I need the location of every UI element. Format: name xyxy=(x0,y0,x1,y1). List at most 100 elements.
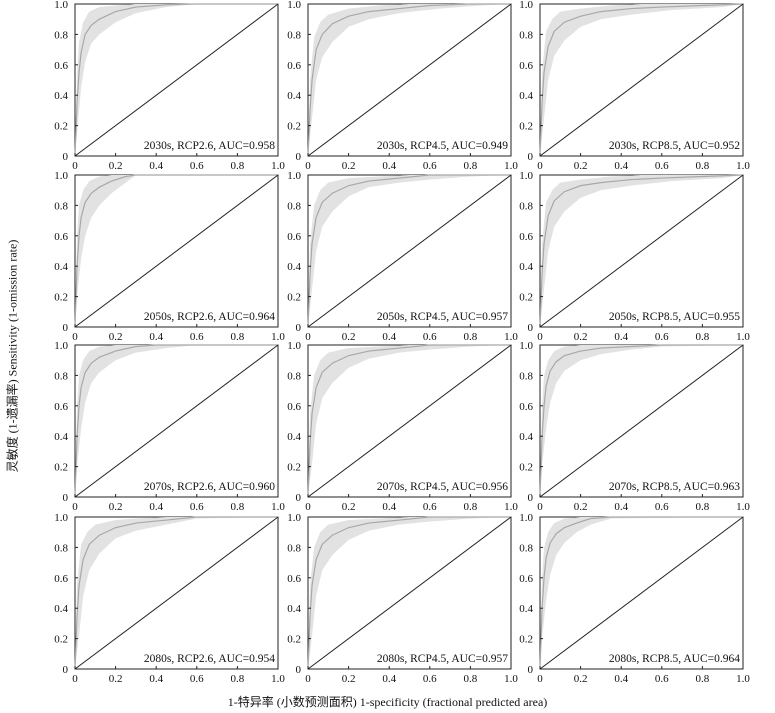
y-tick-label: 0.8 xyxy=(54,542,68,554)
y-tick-label: 0.4 xyxy=(519,431,533,443)
x-tick-label: 0.6 xyxy=(655,160,669,172)
roc-panel: 0 0.2 0.4 0.6 0.8 1.0 0 0.2 0.4 0.6 0.8 1.0 2080s, R… xyxy=(287,512,518,685)
x-tick-label: 0 xyxy=(305,673,311,685)
y-tick-label: 0.8 xyxy=(287,200,301,212)
y-tick-label: 0 xyxy=(63,492,69,504)
x-tick-label: 0.2 xyxy=(342,501,356,513)
confidence-band xyxy=(540,175,743,327)
y-tick-label: 0.8 xyxy=(54,200,68,212)
y-tick-label: 0.2 xyxy=(287,292,301,304)
y-tick-label: 0.4 xyxy=(54,90,68,102)
x-tick-label: 0 xyxy=(537,160,543,172)
x-tick-label: 0.8 xyxy=(464,160,478,172)
roc-panel: 0 0.2 0.4 0.6 0.8 1.0 0 0.2 0.4 0.6 0.8 1.0 2080s, R… xyxy=(54,512,285,685)
y-tick-label: 0 xyxy=(296,322,302,334)
x-tick-label: 0.4 xyxy=(614,331,628,343)
x-tick-label: 0.6 xyxy=(190,331,204,343)
x-tick-label: 0.6 xyxy=(655,673,669,685)
mean-roc-line xyxy=(307,344,511,498)
y-tick-label: 0.8 xyxy=(287,542,301,554)
y-tick-label: 0 xyxy=(296,492,302,504)
x-tick-label: 0.4 xyxy=(382,673,396,685)
panel-annotation: 2080s, RCP2.6, AUC=0.954 xyxy=(144,653,275,665)
y-tick-label: 0 xyxy=(296,664,302,676)
x-tick-label: 1.0 xyxy=(504,160,518,172)
y-tick-label: 0.6 xyxy=(519,401,533,413)
y-tick-label: 1.0 xyxy=(287,512,301,524)
roc-panel: 0 0.2 0.4 0.6 0.8 1.0 0 0.2 0.4 0.6 0.8 1.0 2050s, R… xyxy=(519,170,750,343)
y-tick-label: 0.2 xyxy=(519,121,533,133)
roc-panel: 0 0.2 0.4 0.6 0.8 1.0 0 0.2 0.4 0.6 0.8 1.0 2050s, R… xyxy=(287,170,518,343)
y-tick-label: 1.0 xyxy=(54,170,68,182)
x-tick-label: 0.2 xyxy=(342,331,356,343)
roc-panel: 0 0.2 0.4 0.6 0.8 1.0 0 0.2 0.4 0.6 0.8 1.0 2070s, R… xyxy=(287,340,518,513)
x-tick-label: 0.4 xyxy=(149,501,163,513)
mean-roc-line xyxy=(539,344,743,498)
x-tick-label: 0.8 xyxy=(231,673,245,685)
x-tick-label: 0.8 xyxy=(231,160,245,172)
x-tick-label: 0.6 xyxy=(423,331,437,343)
roc-panel: 0 0.2 0.4 0.6 0.8 1.0 0 0.2 0.4 0.6 0.8 1.0 2070s, R… xyxy=(54,340,285,513)
y-tick-label: 0.2 xyxy=(519,634,533,646)
confidence-band xyxy=(540,517,743,669)
x-tick-label: 0.6 xyxy=(190,160,204,172)
y-tick-label: 0.8 xyxy=(54,29,68,41)
x-tick-label: 0 xyxy=(72,673,78,685)
x-tick-label: 0.6 xyxy=(423,160,437,172)
random-diagonal-line xyxy=(539,344,744,498)
y-tick-label: 0.2 xyxy=(54,634,68,646)
y-tick-label: 0.2 xyxy=(54,292,68,304)
x-tick-label: 1.0 xyxy=(736,331,750,343)
x-tick-label: 0 xyxy=(305,501,311,513)
mean-roc-line xyxy=(74,344,278,498)
y-tick-label: 0.2 xyxy=(54,121,68,133)
y-tick-label: 0.2 xyxy=(54,462,68,474)
y-tick-label: 1.0 xyxy=(519,170,533,182)
x-tick-label: 0.2 xyxy=(574,331,588,343)
confidence-band xyxy=(308,345,511,497)
y-tick-label: 0.4 xyxy=(287,90,301,102)
y-tick-label: 0.2 xyxy=(287,634,301,646)
x-tick-label: 0.2 xyxy=(342,160,356,172)
y-tick-label: 1.0 xyxy=(287,340,301,352)
y-tick-label: 0.2 xyxy=(519,462,533,474)
y-tick-label: 0.4 xyxy=(519,603,533,615)
panel-annotation: 2080s, RCP4.5, AUC=0.957 xyxy=(377,653,508,665)
x-tick-label: 1.0 xyxy=(736,160,750,172)
y-tick-label: 0.6 xyxy=(287,401,301,413)
x-tick-label: 0 xyxy=(537,501,543,513)
y-tick-label: 0.4 xyxy=(287,261,301,273)
panel-annotation: 2070s, RCP8.5, AUC=0.963 xyxy=(609,481,740,493)
roc-panel: 0 0.2 0.4 0.6 0.8 1.0 0 0.2 0.4 0.6 0.8 1.0 2030s, R… xyxy=(519,0,750,172)
x-tick-label: 1.0 xyxy=(271,331,285,343)
y-tick-label: 0.2 xyxy=(287,462,301,474)
x-tick-label: 1.0 xyxy=(271,673,285,685)
x-tick-label: 0.6 xyxy=(655,331,669,343)
y-tick-label: 1.0 xyxy=(287,170,301,182)
panel-annotation: 2050s, RCP2.6, AUC=0.964 xyxy=(144,311,275,323)
x-tick-label: 0.2 xyxy=(109,331,123,343)
roc-panel: 0 0.2 0.4 0.6 0.8 1.0 0 0.2 0.4 0.6 0.8 1.0 2070s, R… xyxy=(519,340,750,513)
random-diagonal-line xyxy=(307,516,512,670)
x-tick-label: 0.6 xyxy=(423,501,437,513)
confidence-band xyxy=(540,4,743,156)
x-tick-label: 0.2 xyxy=(574,501,588,513)
random-diagonal-line xyxy=(74,3,279,157)
y-tick-label: 0.4 xyxy=(54,261,68,273)
y-tick-label: 0.4 xyxy=(519,261,533,273)
panel-annotation: 2050s, RCP8.5, AUC=0.955 xyxy=(609,311,740,323)
y-tick-label: 0.6 xyxy=(54,231,68,243)
y-tick-label: 0.4 xyxy=(54,431,68,443)
x-tick-label: 0 xyxy=(72,160,78,172)
y-tick-label: 0 xyxy=(528,151,534,163)
y-tick-label: 0 xyxy=(528,322,534,334)
y-tick-label: 1.0 xyxy=(54,512,68,524)
mean-roc-line xyxy=(74,516,278,670)
y-tick-label: 0.6 xyxy=(519,231,533,243)
x-tick-label: 1.0 xyxy=(504,673,518,685)
x-tick-label: 0.8 xyxy=(464,331,478,343)
y-tick-label: 0.4 xyxy=(287,603,301,615)
y-tick-label: 0.8 xyxy=(54,370,68,382)
mean-roc-line xyxy=(539,516,743,670)
x-tick-label: 0.8 xyxy=(696,331,710,343)
